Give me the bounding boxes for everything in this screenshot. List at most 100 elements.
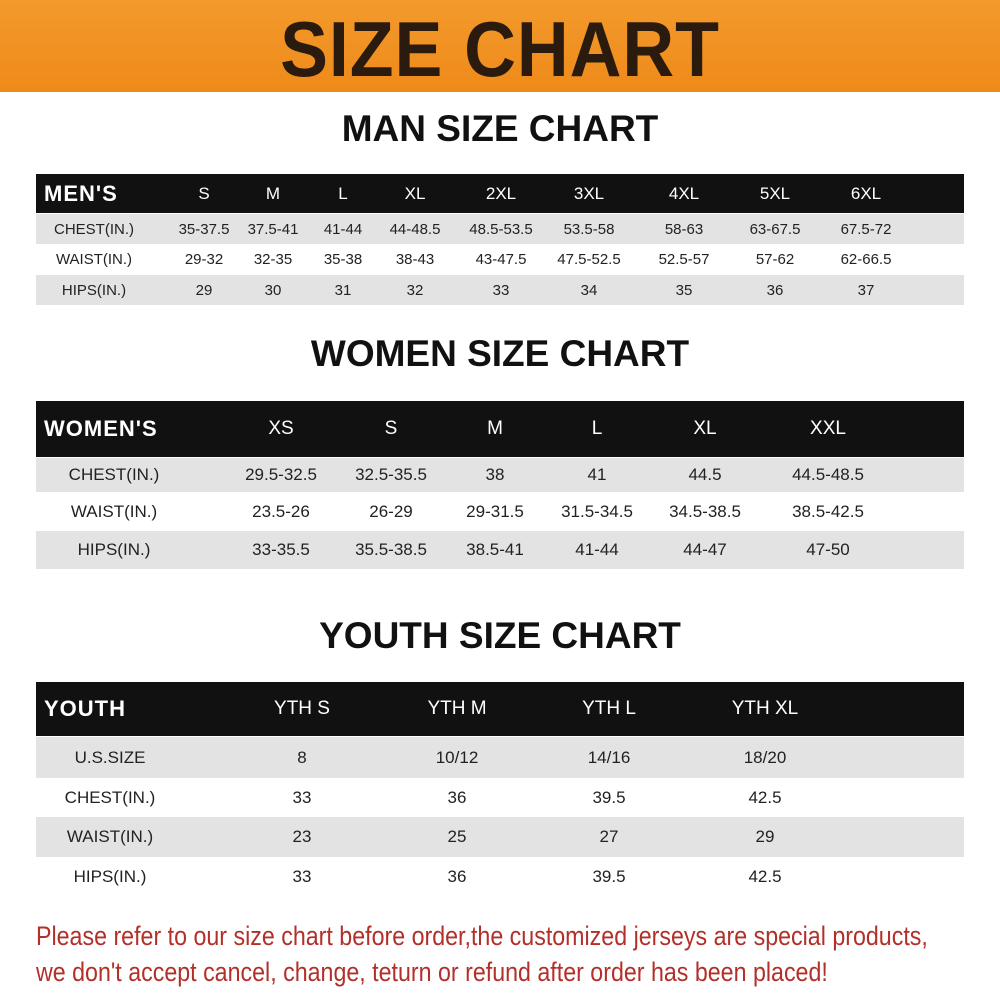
size-header-cell: 5XL [759, 183, 791, 203]
table-cell: 8 [297, 747, 307, 767]
size-header-cell: YTH M [427, 698, 487, 719]
table-cell: 26-29 [369, 501, 413, 521]
measurement-label: CHEST(IN.) [54, 220, 134, 238]
table-cell: 31.5-34.5 [561, 501, 633, 521]
table-cell: 44-47 [683, 540, 727, 559]
table-cell: 63-67.5 [749, 220, 801, 238]
size-header-cell: 3XL [573, 183, 605, 203]
notice-line: Please refer to our size chart before or… [36, 921, 928, 951]
table-cell: 23.5-26 [252, 501, 310, 521]
size-header-cell: L [591, 418, 603, 439]
table-cell: 48.5-53.5 [469, 220, 533, 238]
size-header-cell: XXL [810, 418, 846, 439]
measurement-label: HIPS(IN.) [61, 281, 127, 299]
table-cell: 14/16 [587, 747, 631, 767]
table-cell: 44.5-48.5 [792, 465, 864, 484]
table-cell: 47.5-52.5 [557, 251, 621, 268]
size-header-cell: 4XL [668, 183, 700, 203]
size-header-cell: L [338, 183, 348, 203]
size-header-cell: XL [693, 418, 717, 439]
table-cell: 29 [755, 827, 775, 846]
table-cell: 38 [485, 465, 505, 484]
table-cell: 37.5-41 [247, 220, 299, 238]
size-header-cell: YTH L [582, 698, 636, 719]
table-cell: 32.5-35.5 [355, 465, 427, 484]
table-cell: 35.5-38.5 [355, 540, 427, 559]
measurement-label: WAIST(IN.) [66, 827, 154, 846]
table-cell: 43-47.5 [475, 251, 527, 268]
measurement-label: CHEST(IN.) [68, 465, 160, 484]
size-header-cell: M [487, 418, 503, 439]
table-title-cell: WOMEN'S [44, 416, 158, 441]
measurement-label: U.S.SIZE [74, 747, 146, 767]
youth-size-table: YOUTH YTH S YTH M YTH L YTH XL U.S.SIZE 8 10/12… [36, 682, 964, 897]
size-header-cell: S [198, 183, 210, 203]
banner-title: SIZE CHART [280, 5, 720, 93]
table-cell: 18/20 [743, 747, 787, 767]
measurement-label: HIPS(IN.) [77, 540, 151, 559]
table-cell: 35-38 [323, 251, 363, 268]
table-cell: 32-35 [253, 251, 293, 268]
table-cell: 27 [599, 827, 619, 846]
table-cell: 33-35.5 [252, 540, 310, 559]
men-section-title: MAN SIZE CHART [341, 108, 659, 149]
table-row: WAIST(IN.) 23 25 27 29 [36, 817, 964, 857]
table-row: WAIST(IN.) 23.5-26 26-29 29-31.5 31.5-34.5 34… [36, 492, 964, 531]
table-header-row: YOUTH YTH S YTH M YTH L YTH XL [36, 682, 964, 736]
table-cell: 39.5 [592, 867, 626, 886]
table-cell: 47-50 [806, 540, 850, 559]
table-cell: 42.5 [748, 867, 782, 886]
table-cell: 33 [292, 787, 312, 807]
table-cell: 29.5-32.5 [245, 465, 317, 484]
size-header-cell: M [265, 183, 281, 203]
table-cell: 38.5-41 [466, 540, 524, 559]
table-cell: 29-31.5 [466, 501, 524, 521]
table-cell: 34.5-38.5 [669, 501, 741, 521]
size-header-cell: XL [404, 183, 426, 203]
women-size-table: WOMEN'S XS S M L XL XXL CHEST(IN.) 29.5-32.5 32.5… [36, 401, 964, 569]
size-header-cell: YTH S [274, 698, 330, 719]
table-cell: 36 [766, 281, 784, 299]
table-cell: 62-66.5 [840, 251, 892, 268]
table-cell: 10/12 [435, 747, 479, 767]
size-header-cell: 6XL [850, 183, 882, 203]
measurement-label: HIPS(IN.) [73, 867, 147, 886]
table-row: HIPS(IN.) 29 30 31 32 33 34 35 36 37 [36, 275, 964, 305]
table-row: CHEST(IN.) 35-37.5 37.5-41 41-44 44-48.5 48.5… [36, 214, 964, 244]
table-cell: 39.5 [592, 787, 626, 807]
table-cell: 36 [447, 867, 467, 886]
table-cell: 33 [492, 281, 510, 299]
table-row: WAIST(IN.) 29-32 32-35 35-38 38-43 43-47.5 47.… [36, 244, 964, 275]
table-cell: 67.5-72 [840, 220, 892, 238]
table-row: HIPS(IN.) 33-35.5 35.5-38.5 38.5-41 41-44 44-… [36, 531, 964, 569]
table-cell: 38.5-42.5 [792, 501, 864, 521]
table-cell: 38-43 [395, 251, 435, 268]
table-title-cell: MEN'S [44, 180, 118, 206]
table-cell: 29 [195, 281, 213, 299]
size-header-cell: XS [268, 418, 294, 439]
size-header-cell: YTH XL [731, 698, 799, 719]
table-cell: 42.5 [748, 787, 782, 807]
table-header-row: MEN'S S M L XL 2XL 3XL 4XL 5XL 6XL [36, 174, 964, 213]
table-cell: 37 [857, 281, 875, 299]
table-row: U.S.SIZE 8 10/12 14/16 18/20 [36, 737, 964, 778]
table-cell: 31 [334, 281, 352, 299]
table-cell: 23 [292, 827, 312, 846]
notice-line: we don't accept cancel, change, teturn o… [36, 957, 828, 987]
table-cell: 36 [447, 787, 467, 807]
table-cell: 35 [675, 281, 693, 299]
table-row: CHEST(IN.) 29.5-32.5 32.5-35.5 38 41 44.5 44.5… [36, 458, 964, 492]
table-cell: 53.5-58 [563, 220, 615, 238]
table-cell: 30 [264, 281, 282, 299]
table-cell: 52.5-57 [658, 251, 710, 268]
size-header-cell: 2XL [485, 183, 517, 203]
youth-section-title: YOUTH SIZE CHART [319, 615, 681, 656]
women-section-title: WOMEN SIZE CHART [310, 333, 690, 374]
table-cell: 57-62 [755, 251, 795, 268]
measurement-label: WAIST(IN.) [70, 501, 158, 521]
table-cell: 35-37.5 [178, 220, 230, 238]
table-header-row: WOMEN'S XS S M L XL XXL [36, 401, 964, 457]
banner: SIZE CHART [0, 0, 1000, 93]
table-cell: 41-44 [323, 220, 363, 238]
table-row: HIPS(IN.) 33 36 39.5 42.5 [36, 857, 964, 897]
